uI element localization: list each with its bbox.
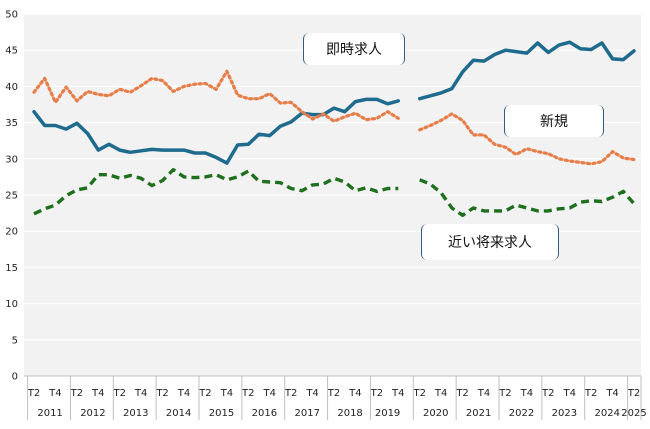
- x-tick-label: T4: [262, 388, 275, 399]
- y-tick-label: 40: [5, 82, 18, 93]
- x-tick-label: T4: [477, 388, 490, 399]
- x-tick-label: T4: [391, 388, 404, 399]
- x-tick-label: T4: [348, 388, 361, 399]
- series-line-2-segment-2: [418, 112, 636, 166]
- x-tick-label: T2: [327, 388, 340, 399]
- x-tick-label: T4: [305, 388, 318, 399]
- x-tick-label: T2: [370, 388, 383, 399]
- x-tick-label: T2: [584, 388, 597, 399]
- series-label-immediate: 即時求人: [303, 33, 405, 65]
- y-tick-label: 15: [5, 263, 18, 274]
- x-year-label: 2021: [466, 408, 491, 419]
- x-year-label: 2016: [252, 408, 277, 419]
- x-tick-label: T4: [91, 388, 104, 399]
- x-year-label: 2025: [621, 408, 646, 419]
- x-year-label: 2013: [123, 408, 148, 419]
- x-tick-label: T2: [627, 388, 640, 399]
- x-tick-label: T4: [434, 388, 447, 399]
- series-line-1-segment-2: [417, 40, 636, 101]
- x-tick-label: T4: [605, 388, 618, 399]
- y-tick-label: 10: [5, 299, 18, 310]
- x-tick-label: T2: [198, 388, 211, 399]
- x-tick-label: T2: [27, 388, 40, 399]
- x-tick-label: T2: [70, 388, 83, 399]
- x-tick-label: T2: [241, 388, 254, 399]
- x-tick-label: T4: [48, 388, 61, 399]
- x-tick-label: T2: [498, 388, 511, 399]
- x-year-label: 2020: [423, 408, 448, 419]
- series-label-new: 新規: [504, 105, 604, 137]
- series-line-3-segment-1: [33, 167, 399, 216]
- series-label-near-future: 近い将来求人: [421, 224, 559, 260]
- x-tick-label: T2: [455, 388, 468, 399]
- x-year-label: 2024: [594, 408, 619, 419]
- y-tick-label: 25: [5, 191, 18, 202]
- x-tick-label: T2: [284, 388, 297, 399]
- x-year-label: 2023: [552, 408, 577, 419]
- y-tick-label: 5: [12, 335, 18, 346]
- y-tick-label: 30: [5, 154, 18, 165]
- x-year-label: 2012: [80, 408, 105, 419]
- x-year-label: 2017: [294, 408, 319, 419]
- series-line-1-segment-1: [32, 97, 401, 165]
- x-tick-label: T4: [520, 388, 533, 399]
- x-tick-label: T2: [155, 388, 168, 399]
- y-tick-label: 0: [12, 372, 18, 383]
- x-tick-label: T2: [541, 388, 554, 399]
- x-year-label: 2018: [337, 408, 362, 419]
- y-tick-label: 45: [5, 46, 18, 57]
- x-year-label: 2019: [375, 408, 400, 419]
- x-tick-label: T2: [112, 388, 125, 399]
- y-tick-label: 50: [5, 10, 18, 21]
- x-year-label: 2011: [37, 408, 62, 419]
- y-tick-label: 20: [5, 227, 18, 238]
- x-tick-label: T4: [220, 388, 233, 399]
- x-tick-label: T4: [562, 388, 575, 399]
- y-tick-label: 35: [5, 118, 18, 129]
- series-line-3-segment-2: [419, 178, 636, 218]
- x-tick-label: T4: [134, 388, 147, 399]
- x-year-label: 2022: [509, 408, 534, 419]
- series-line-2-segment-1: [32, 69, 400, 123]
- x-tick-label: T2: [412, 388, 425, 399]
- x-year-label: 2014: [166, 408, 191, 419]
- x-year-label: 2015: [209, 408, 234, 419]
- x-tick-label: T4: [177, 388, 190, 399]
